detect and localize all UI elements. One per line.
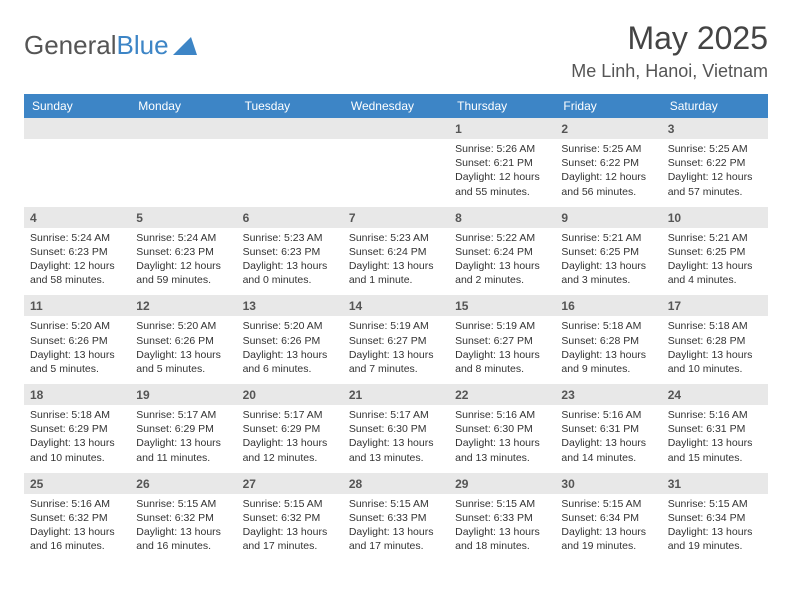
day-detail-cell: Sunrise: 5:20 AMSunset: 6:26 PMDaylight:… — [237, 316, 343, 384]
daynum-cell: 8 — [449, 207, 555, 228]
week-1-detail-row: Sunrise: 5:24 AMSunset: 6:23 PMDaylight:… — [24, 228, 768, 296]
day-detail-cell — [24, 139, 130, 207]
daynum-cell: 29 — [449, 473, 555, 494]
title-block: May 2025 Me Linh, Hanoi, Vietnam — [571, 20, 768, 82]
day-detail-cell: Sunrise: 5:17 AMSunset: 6:29 PMDaylight:… — [130, 405, 236, 473]
daynum-cell: 24 — [662, 384, 768, 405]
daynum-cell: 7 — [343, 207, 449, 228]
daynum-cell: 3 — [662, 118, 768, 139]
day-detail-cell: Sunrise: 5:25 AMSunset: 6:22 PMDaylight:… — [555, 139, 661, 207]
day-detail-cell: Sunrise: 5:18 AMSunset: 6:28 PMDaylight:… — [555, 316, 661, 384]
daynum-cell: 4 — [24, 207, 130, 228]
day-header-row: SundayMondayTuesdayWednesdayThursdayFrid… — [24, 94, 768, 118]
day-detail-cell: Sunrise: 5:19 AMSunset: 6:27 PMDaylight:… — [343, 316, 449, 384]
day-detail-cell: Sunrise: 5:23 AMSunset: 6:24 PMDaylight:… — [343, 228, 449, 296]
daynum-cell: 9 — [555, 207, 661, 228]
calendar-body: 123 Sunrise: 5:26 AMSunset: 6:21 PMDayli… — [24, 118, 768, 561]
daynum-cell — [343, 118, 449, 139]
daynum-cell: 1 — [449, 118, 555, 139]
week-4-detail-row: Sunrise: 5:16 AMSunset: 6:32 PMDaylight:… — [24, 494, 768, 562]
day-detail-cell: Sunrise: 5:19 AMSunset: 6:27 PMDaylight:… — [449, 316, 555, 384]
header: GeneralBlue May 2025 Me Linh, Hanoi, Vie… — [24, 20, 768, 82]
week-4-daynum-row: 25262728293031 — [24, 473, 768, 494]
daynum-cell: 30 — [555, 473, 661, 494]
location-text: Me Linh, Hanoi, Vietnam — [571, 61, 768, 82]
day-detail-cell: Sunrise: 5:15 AMSunset: 6:32 PMDaylight:… — [237, 494, 343, 562]
logo-triangle-icon — [173, 37, 197, 55]
day-detail-cell: Sunrise: 5:17 AMSunset: 6:30 PMDaylight:… — [343, 405, 449, 473]
week-3-detail-row: Sunrise: 5:18 AMSunset: 6:29 PMDaylight:… — [24, 405, 768, 473]
daynum-cell: 14 — [343, 295, 449, 316]
day-header-sunday: Sunday — [24, 94, 130, 118]
calendar-table: SundayMondayTuesdayWednesdayThursdayFrid… — [24, 94, 768, 561]
day-detail-cell: Sunrise: 5:20 AMSunset: 6:26 PMDaylight:… — [130, 316, 236, 384]
week-0-detail-row: Sunrise: 5:26 AMSunset: 6:21 PMDaylight:… — [24, 139, 768, 207]
day-detail-cell: Sunrise: 5:15 AMSunset: 6:34 PMDaylight:… — [662, 494, 768, 562]
day-detail-cell: Sunrise: 5:24 AMSunset: 6:23 PMDaylight:… — [24, 228, 130, 296]
daynum-cell: 11 — [24, 295, 130, 316]
daynum-cell: 2 — [555, 118, 661, 139]
daynum-cell: 6 — [237, 207, 343, 228]
day-detail-cell: Sunrise: 5:18 AMSunset: 6:28 PMDaylight:… — [662, 316, 768, 384]
day-detail-cell: Sunrise: 5:16 AMSunset: 6:32 PMDaylight:… — [24, 494, 130, 562]
day-detail-cell: Sunrise: 5:18 AMSunset: 6:29 PMDaylight:… — [24, 405, 130, 473]
day-header-saturday: Saturday — [662, 94, 768, 118]
daynum-cell: 20 — [237, 384, 343, 405]
daynum-cell: 16 — [555, 295, 661, 316]
day-header-wednesday: Wednesday — [343, 94, 449, 118]
day-detail-cell: Sunrise: 5:23 AMSunset: 6:23 PMDaylight:… — [237, 228, 343, 296]
daynum-cell: 31 — [662, 473, 768, 494]
day-header-thursday: Thursday — [449, 94, 555, 118]
day-detail-cell: Sunrise: 5:16 AMSunset: 6:30 PMDaylight:… — [449, 405, 555, 473]
day-detail-cell: Sunrise: 5:17 AMSunset: 6:29 PMDaylight:… — [237, 405, 343, 473]
day-header-tuesday: Tuesday — [237, 94, 343, 118]
day-detail-cell — [130, 139, 236, 207]
daynum-cell — [237, 118, 343, 139]
daynum-cell: 28 — [343, 473, 449, 494]
day-detail-cell: Sunrise: 5:15 AMSunset: 6:34 PMDaylight:… — [555, 494, 661, 562]
day-detail-cell: Sunrise: 5:21 AMSunset: 6:25 PMDaylight:… — [555, 228, 661, 296]
day-header-monday: Monday — [130, 94, 236, 118]
brand-part2: Blue — [117, 30, 169, 61]
daynum-cell: 10 — [662, 207, 768, 228]
week-0-daynum-row: 123 — [24, 118, 768, 139]
day-header-friday: Friday — [555, 94, 661, 118]
day-detail-cell: Sunrise: 5:15 AMSunset: 6:33 PMDaylight:… — [449, 494, 555, 562]
daynum-cell: 19 — [130, 384, 236, 405]
day-detail-cell: Sunrise: 5:25 AMSunset: 6:22 PMDaylight:… — [662, 139, 768, 207]
daynum-cell: 27 — [237, 473, 343, 494]
daynum-cell: 17 — [662, 295, 768, 316]
day-detail-cell — [237, 139, 343, 207]
daynum-cell: 26 — [130, 473, 236, 494]
week-3-daynum-row: 18192021222324 — [24, 384, 768, 405]
daynum-cell: 5 — [130, 207, 236, 228]
day-detail-cell: Sunrise: 5:24 AMSunset: 6:23 PMDaylight:… — [130, 228, 236, 296]
day-detail-cell: Sunrise: 5:15 AMSunset: 6:33 PMDaylight:… — [343, 494, 449, 562]
week-1-daynum-row: 45678910 — [24, 207, 768, 228]
day-detail-cell: Sunrise: 5:22 AMSunset: 6:24 PMDaylight:… — [449, 228, 555, 296]
daynum-cell — [130, 118, 236, 139]
day-detail-cell: Sunrise: 5:20 AMSunset: 6:26 PMDaylight:… — [24, 316, 130, 384]
daynum-cell: 21 — [343, 384, 449, 405]
day-detail-cell: Sunrise: 5:16 AMSunset: 6:31 PMDaylight:… — [555, 405, 661, 473]
day-detail-cell: Sunrise: 5:15 AMSunset: 6:32 PMDaylight:… — [130, 494, 236, 562]
daynum-cell — [24, 118, 130, 139]
day-detail-cell: Sunrise: 5:26 AMSunset: 6:21 PMDaylight:… — [449, 139, 555, 207]
day-detail-cell: Sunrise: 5:21 AMSunset: 6:25 PMDaylight:… — [662, 228, 768, 296]
week-2-detail-row: Sunrise: 5:20 AMSunset: 6:26 PMDaylight:… — [24, 316, 768, 384]
brand-logo: GeneralBlue — [24, 30, 197, 61]
daynum-cell: 15 — [449, 295, 555, 316]
brand-part1: General — [24, 30, 117, 61]
daynum-cell: 23 — [555, 384, 661, 405]
day-detail-cell: Sunrise: 5:16 AMSunset: 6:31 PMDaylight:… — [662, 405, 768, 473]
week-2-daynum-row: 11121314151617 — [24, 295, 768, 316]
daynum-cell: 13 — [237, 295, 343, 316]
daynum-cell: 22 — [449, 384, 555, 405]
daynum-cell: 25 — [24, 473, 130, 494]
month-title: May 2025 — [571, 20, 768, 57]
day-detail-cell — [343, 139, 449, 207]
daynum-cell: 12 — [130, 295, 236, 316]
daynum-cell: 18 — [24, 384, 130, 405]
